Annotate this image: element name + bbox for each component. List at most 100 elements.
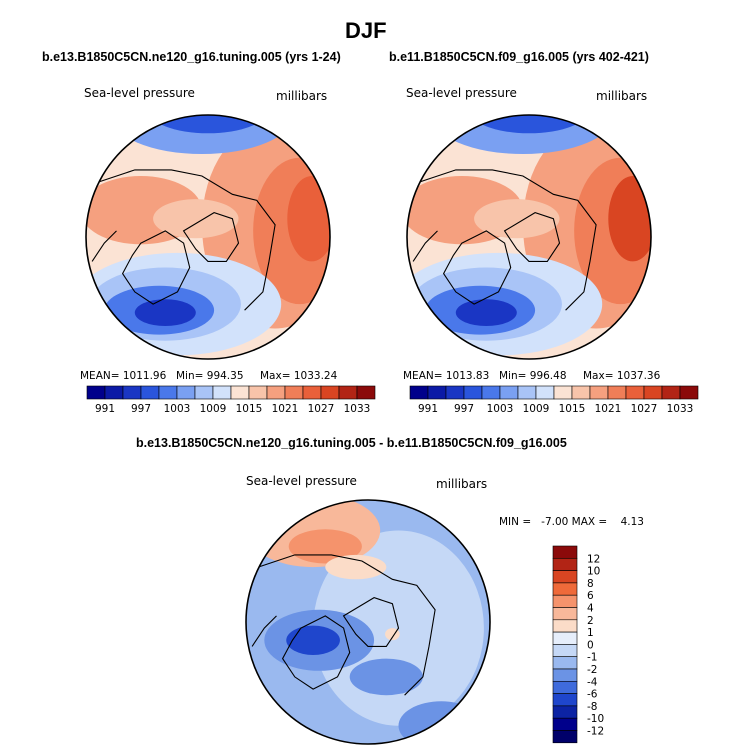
colorbar-1-swatch-11	[284, 385, 304, 400]
colorbar-2-swatch-4	[481, 385, 501, 400]
slight-positive	[325, 554, 387, 580]
colorbar-1-swatch-7	[212, 385, 232, 400]
colorbar-2-swatch-11	[607, 385, 627, 400]
colorbar-2-tick-2: 1003	[487, 403, 514, 415]
colorbar-2-tick-0: 991	[418, 403, 438, 415]
colorbar-3-tick-2: 8	[587, 578, 594, 590]
colorbar-3-tick-13: -10	[587, 713, 604, 725]
top-low-outer	[431, 115, 615, 155]
coastline-3	[412, 230, 438, 262]
colorbar-3-tick-11: -6	[587, 689, 598, 701]
colorbar-3-swatch-15	[552, 730, 578, 744]
colorbar-2-swatch-6	[517, 385, 537, 400]
colorbar-3-tick-6: 1	[587, 627, 594, 639]
polar-high	[474, 199, 560, 239]
colorbar-1-swatch-10	[266, 385, 286, 400]
coastline-0	[281, 615, 351, 690]
panel-3-minmax: MIN = -7.00 MAX = 4.13	[499, 516, 644, 528]
colorbar-1-tick-6: 1027	[308, 403, 335, 415]
colorbar-1: 991 997 1003 1009 1015 1021 1027 1033	[86, 385, 376, 415]
top-low-core	[468, 115, 590, 134]
coastline-3	[91, 230, 117, 262]
colorbar-2-swatch-7	[535, 385, 555, 400]
colorbar-1-swatch-13	[320, 385, 340, 400]
colorbar-2-swatch-9	[571, 385, 591, 400]
colorbar-3-tick-10: -4	[587, 676, 598, 688]
colorbar-2-tick-5: 1021	[595, 403, 622, 415]
colorbar-3-swatch-7	[552, 631, 578, 645]
colorbar-1-tick-4: 1015	[236, 403, 263, 415]
coastline-2	[258, 554, 436, 696]
map-panel-2	[407, 115, 651, 359]
colorbar-2-tick-6: 1027	[631, 403, 658, 415]
colorbar-1-swatch-0	[86, 385, 106, 400]
map-panel-3	[246, 500, 490, 744]
colorbar-3-swatch-2	[552, 570, 578, 584]
top-low-core	[147, 115, 269, 134]
negative-south	[349, 658, 423, 696]
colorbar-1-swatch-5	[176, 385, 196, 400]
colorbar-2-swatch-2	[445, 385, 465, 400]
colorbar-1-swatch-14	[338, 385, 358, 400]
panel-1-field-label: Sea-level pressure	[84, 86, 195, 100]
colorbar-1-tick-3: 1009	[200, 403, 227, 415]
colorbar-3-tick-4: 4	[587, 603, 594, 615]
colorbar-1-tick-0: 991	[95, 403, 115, 415]
map-border-2	[406, 114, 652, 360]
colorbar-2-swatch-8	[553, 385, 573, 400]
colorbar-3-swatch-0	[552, 545, 578, 559]
colorbar-3-tick-14: -12	[587, 726, 604, 738]
coastline-3	[251, 615, 277, 647]
colorbar-3-swatch-3	[552, 582, 578, 596]
colorbar-2-tick-3: 1009	[523, 403, 550, 415]
bottom-low-core	[134, 299, 196, 327]
map-border-1	[85, 114, 331, 360]
top-low-outer	[110, 115, 294, 155]
colorbar-3-swatch-11	[552, 680, 578, 694]
map-border-3	[245, 499, 491, 745]
coastline-2	[419, 169, 597, 311]
panel-1-min: Min= 994.35	[176, 370, 244, 382]
colorbar-3-tick-1: 10	[587, 566, 600, 578]
panel-2-min: Min= 996.48	[499, 370, 567, 382]
colorbar-1-swatch-9	[248, 385, 268, 400]
colorbar-2-swatch-13	[643, 385, 663, 400]
colorbar-3-tick-5: 2	[587, 615, 594, 627]
bottom-low-core	[455, 299, 517, 327]
colorbar-1-swatch-12	[302, 385, 322, 400]
panel-3-title: b.e13.B1850C5CN.ne120_g16.tuning.005 - b…	[136, 436, 567, 450]
colorbar-1-swatch-1	[104, 385, 124, 400]
panel-1-mean: MEAN= 1011.96	[80, 370, 167, 382]
colorbar-1-tick-7: 1033	[344, 403, 371, 415]
colorbar-3-swatch-9	[552, 656, 578, 670]
colorbar-2: 991 997 1003 1009 1015 1021 1027 1033	[409, 385, 699, 415]
colorbar-1-swatch-3	[140, 385, 160, 400]
colorbar-2-swatch-15	[679, 385, 699, 400]
colorbar-2-swatch-0	[409, 385, 429, 400]
colorbar-1-tick-2: 1003	[164, 403, 191, 415]
coastline-2	[98, 169, 276, 311]
colorbar-1-swatch-6	[194, 385, 214, 400]
colorbar-2-swatch-10	[589, 385, 609, 400]
colorbar-3-swatch-6	[552, 619, 578, 633]
negative-core	[286, 625, 340, 655]
panel-2-field-label: Sea-level pressure	[406, 86, 517, 100]
colorbar-2-swatch-5	[499, 385, 519, 400]
colorbar-2-tick-4: 1015	[559, 403, 586, 415]
colorbar-2-swatch-12	[625, 385, 645, 400]
colorbar-3-swatch-4	[552, 594, 578, 608]
colorbar-1-swatch-8	[230, 385, 250, 400]
panel-1-units-label: millibars	[276, 89, 328, 103]
panel-2-title: b.e11.B1850C5CN.f09_g16.005 (yrs 402-421…	[389, 50, 649, 64]
panel-2-mean: MEAN= 1013.83	[403, 370, 490, 382]
colorbar-3-tick-8: -1	[587, 652, 597, 664]
colorbar-3-swatch-14	[552, 717, 578, 731]
colorbar-2-swatch-1	[427, 385, 447, 400]
colorbar-1-tick-1: 997	[131, 403, 151, 415]
colorbar-3-swatch-10	[552, 668, 578, 682]
colorbar-3-swatch-8	[552, 644, 578, 658]
colorbar-2-swatch-3	[463, 385, 483, 400]
colorbar-3-tick-12: -8	[587, 701, 597, 713]
colorbar-3-tick-9: -2	[587, 664, 597, 676]
